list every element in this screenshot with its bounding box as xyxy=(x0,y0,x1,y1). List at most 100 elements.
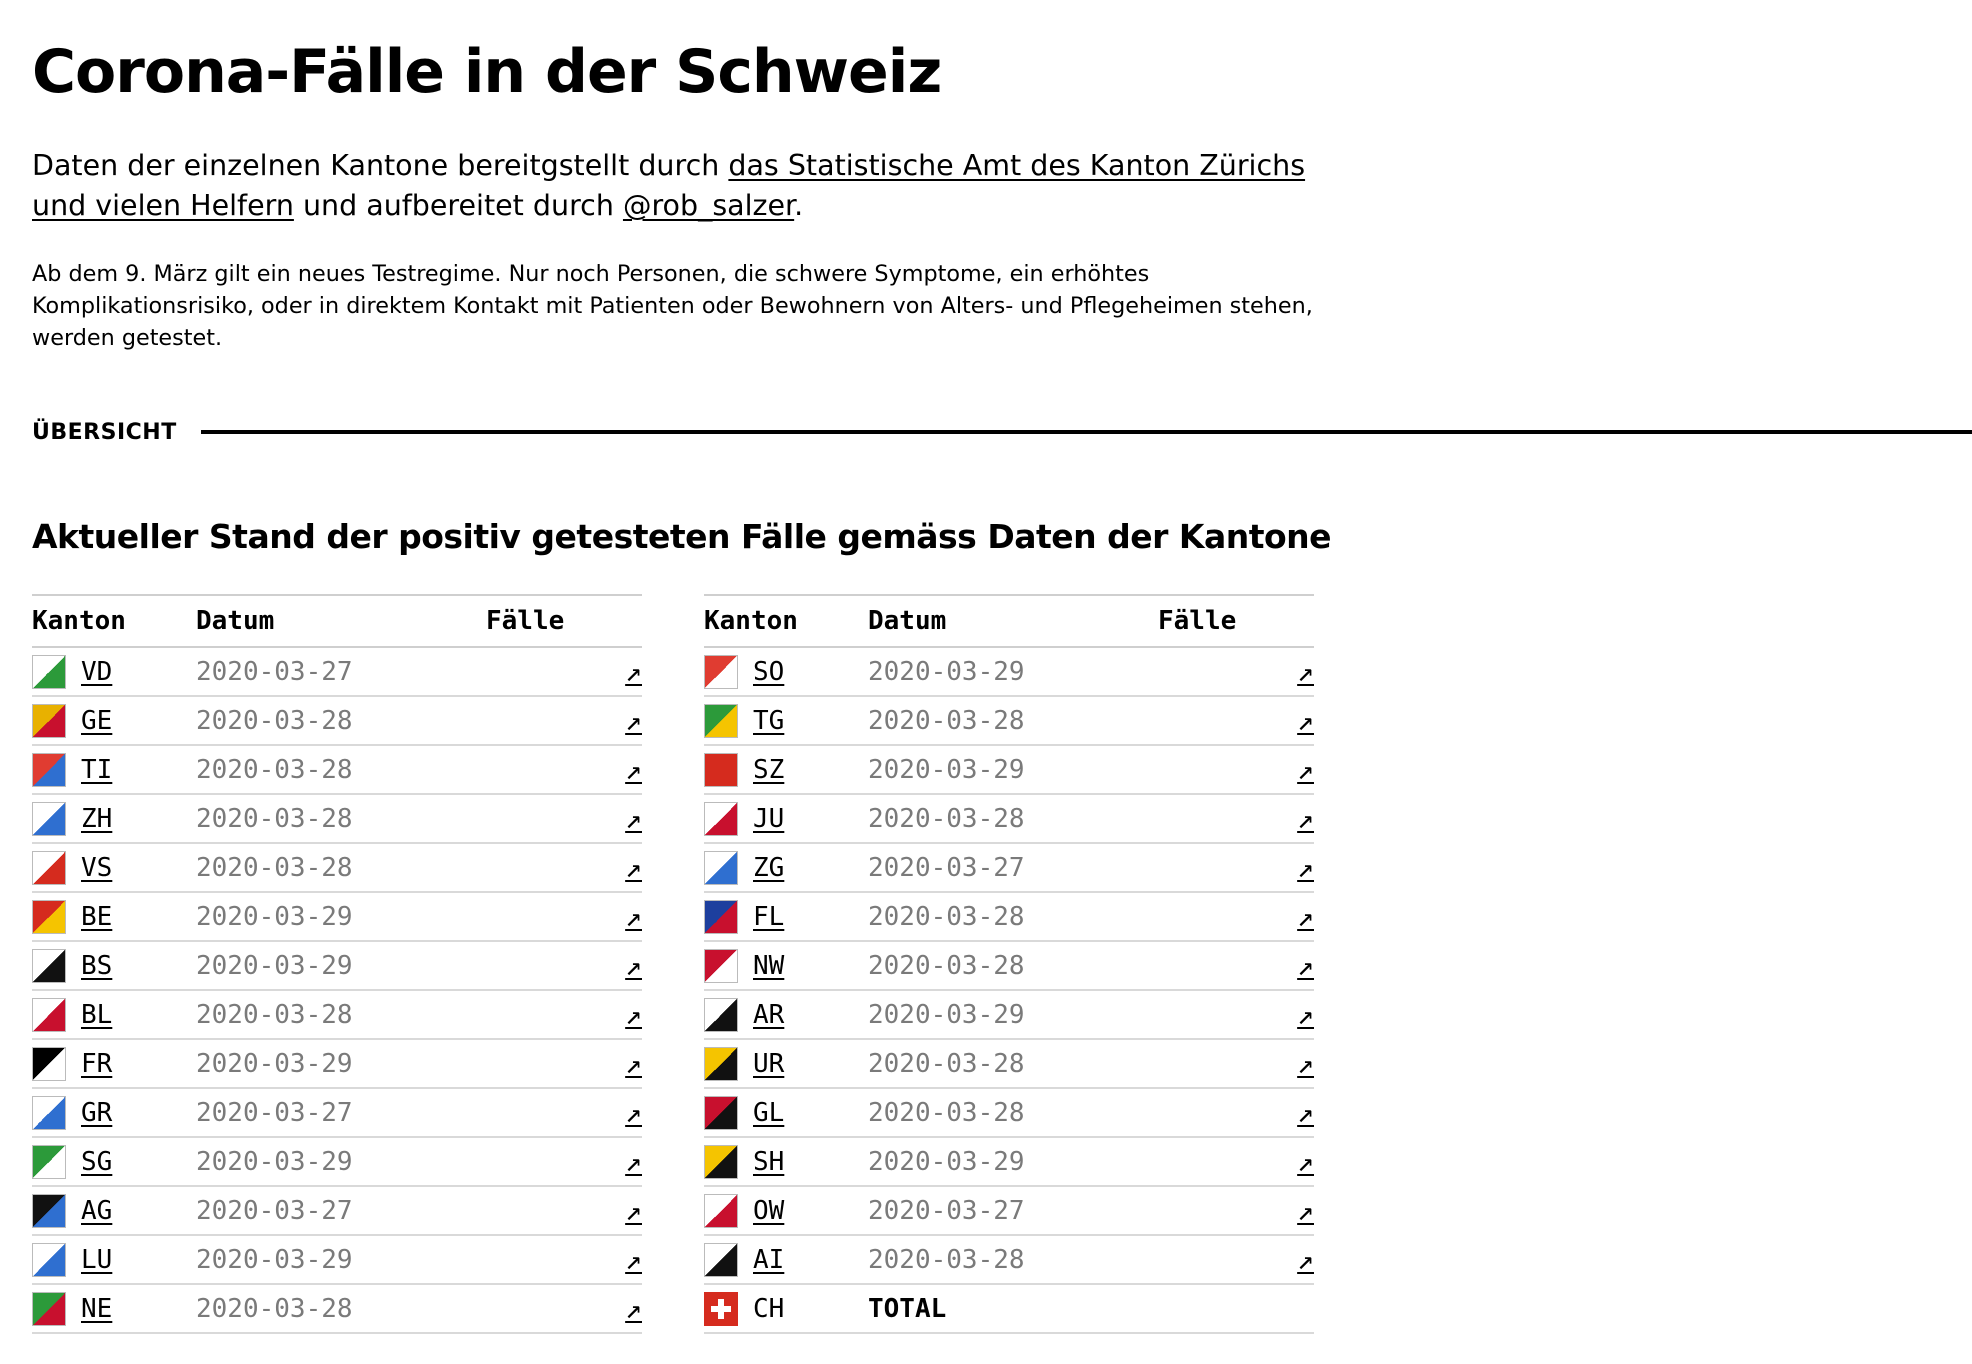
kanton-cell: BL xyxy=(32,997,196,1032)
external-link-icon[interactable]: ↗ xyxy=(625,899,642,933)
external-link-icon[interactable]: ↗ xyxy=(625,1095,642,1129)
external-link-icon[interactable]: ↗ xyxy=(625,1193,642,1227)
datum-cell: 2020-03-28 xyxy=(196,999,353,1030)
table-row: SH 2020-03-29 ↗ xyxy=(704,1138,1314,1187)
kanton-link-zh[interactable]: ZH xyxy=(81,803,113,834)
kanton-code: VD xyxy=(81,657,112,687)
external-link-icon[interactable]: ↗ xyxy=(625,1242,642,1276)
external-link-icon[interactable]: ↗ xyxy=(625,801,642,835)
external-link-icon[interactable]: ↗ xyxy=(1297,703,1314,737)
kanton-link-ar[interactable]: AR xyxy=(753,999,785,1030)
kanton-link-ju[interactable]: JU xyxy=(753,803,785,834)
faelle-cell: ↗ xyxy=(486,899,642,933)
header-datum: Datum xyxy=(196,606,275,636)
external-link-icon[interactable]: ↗ xyxy=(1297,948,1314,982)
kanton-link-ge[interactable]: GE xyxy=(81,705,113,736)
kanton-link-sz[interactable]: SZ xyxy=(753,754,785,785)
table-row: OW 2020-03-27 ↗ xyxy=(704,1187,1314,1236)
external-link-icon[interactable]: ↗ xyxy=(625,948,642,982)
kanton-link-ur[interactable]: UR xyxy=(753,1048,785,1079)
external-link-icon[interactable]: ↗ xyxy=(1297,1193,1314,1227)
kanton-link-bs[interactable]: BS xyxy=(81,950,113,981)
table-row: BS 2020-03-29 ↗ xyxy=(32,942,642,991)
kanton-code: TG xyxy=(753,706,784,736)
kanton-link-gl[interactable]: GL xyxy=(753,1097,785,1128)
table-row: AI 2020-03-28 ↗ xyxy=(704,1236,1314,1285)
table-row: SG 2020-03-29 ↗ xyxy=(32,1138,642,1187)
kanton-link-vd[interactable]: VD xyxy=(81,656,113,687)
kanton-link-so[interactable]: SO xyxy=(753,656,785,687)
external-link-icon[interactable]: ↗ xyxy=(625,1144,642,1178)
table-row: TG 2020-03-28 ↗ xyxy=(704,697,1314,746)
table-row: VS 2020-03-28 ↗ xyxy=(32,844,642,893)
external-link-icon[interactable]: ↗ xyxy=(625,850,642,884)
table-header: Kanton Datum Fälle xyxy=(32,596,642,648)
external-link-icon[interactable]: ↗ xyxy=(625,1291,642,1325)
external-link-icon[interactable]: ↗ xyxy=(1297,1144,1314,1178)
flag-icon-gl xyxy=(704,1095,738,1130)
testing-note: Ab dem 9. März gilt ein neues Testregime… xyxy=(32,261,1313,351)
kanton-code: BS xyxy=(81,951,112,981)
kanton-link-ow[interactable]: OW xyxy=(753,1195,785,1226)
table-row: GE 2020-03-28 ↗ xyxy=(32,697,642,746)
table-row: JU 2020-03-28 ↗ xyxy=(704,795,1314,844)
table-body-left: VD 2020-03-27 ↗ GE 2020-03-28 ↗ TI 2020-03-28 ↗ Z… xyxy=(32,648,642,1334)
external-link-icon[interactable]: ↗ xyxy=(625,703,642,737)
external-link-icon[interactable]: ↗ xyxy=(1297,752,1314,786)
kanton-link-sh[interactable]: SH xyxy=(753,1146,785,1177)
kanton-link-bl[interactable]: BL xyxy=(81,999,113,1030)
kanton-link-ag[interactable]: AG xyxy=(81,1195,113,1226)
kanton-cell: FL xyxy=(704,899,868,934)
statistisches-amt-link[interactable]: das Statistische Amt des Kanton Zürichs … xyxy=(32,149,1306,222)
kanton-code: GR xyxy=(81,1098,112,1128)
external-link-icon[interactable]: ↗ xyxy=(1297,899,1314,933)
kanton-link-zg[interactable]: ZG xyxy=(753,852,785,883)
kanton-link-nw[interactable]: NW xyxy=(753,950,785,981)
kanton-link-lu[interactable]: LU xyxy=(81,1244,113,1275)
kanton-link-vs[interactable]: VS xyxy=(81,852,113,883)
kanton-code: ZG xyxy=(753,853,784,883)
kanton-link-sg[interactable]: SG xyxy=(81,1146,113,1177)
kanton-link-fr[interactable]: FR xyxy=(81,1048,113,1079)
external-link-icon[interactable]: ↗ xyxy=(625,997,642,1031)
kanton-link-ai[interactable]: AI xyxy=(753,1244,785,1275)
flag-icon-ju xyxy=(704,801,738,836)
swiss-cross-icon xyxy=(704,1291,738,1326)
external-link-icon[interactable]: ↗ xyxy=(625,654,642,688)
datum-cell: 2020-03-29 xyxy=(196,1244,353,1275)
faelle-cell: ↗ xyxy=(1158,1144,1314,1178)
external-link-icon[interactable]: ↗ xyxy=(1297,1095,1314,1129)
datum-cell: 2020-03-29 xyxy=(868,656,1025,687)
faelle-cell: ↗ xyxy=(486,948,642,982)
external-link-icon[interactable]: ↗ xyxy=(625,1046,642,1080)
rob-salzer-link[interactable]: @rob_salzer xyxy=(622,189,795,222)
kanton-code: SZ xyxy=(753,755,784,785)
kanton-link-be[interactable]: BE xyxy=(81,901,113,932)
flag-icon-ow xyxy=(704,1193,738,1228)
table-row: AG 2020-03-27 ↗ xyxy=(32,1187,642,1236)
table-row: ZG 2020-03-27 ↗ xyxy=(704,844,1314,893)
kanton-code: FR xyxy=(81,1049,112,1079)
kanton-link-fl[interactable]: FL xyxy=(753,901,785,932)
table-row: BE 2020-03-29 ↗ xyxy=(32,893,642,942)
table-row: LU 2020-03-29 ↗ xyxy=(32,1236,642,1285)
kanton-cell: AG xyxy=(32,1193,196,1228)
external-link-icon[interactable]: ↗ xyxy=(1297,654,1314,688)
external-link-icon[interactable]: ↗ xyxy=(1297,1046,1314,1080)
cases-table-right: Kanton Datum Fälle SO 2020-03-29 ↗ TG 2020-0… xyxy=(704,594,1314,1334)
external-link-icon[interactable]: ↗ xyxy=(625,752,642,786)
kanton-link-ti[interactable]: TI xyxy=(81,754,113,785)
kanton-link-gr[interactable]: GR xyxy=(81,1097,113,1128)
external-link-icon[interactable]: ↗ xyxy=(1297,801,1314,835)
section-label: ÜBERSICHT xyxy=(32,419,177,445)
kanton-link-tg[interactable]: TG xyxy=(753,705,785,736)
kanton-link-ne[interactable]: NE xyxy=(81,1293,113,1324)
external-link-icon[interactable]: ↗ xyxy=(1297,997,1314,1031)
external-link-icon[interactable]: ↗ xyxy=(1297,850,1314,884)
total-code: CH xyxy=(753,1293,785,1324)
page-title: Corona-Fälle in der Schweiz xyxy=(32,37,942,107)
kanton-code: SH xyxy=(753,1147,784,1177)
external-link-icon[interactable]: ↗ xyxy=(1297,1242,1314,1276)
datum-cell: 2020-03-28 xyxy=(196,705,353,736)
kanton-cell: GE xyxy=(32,703,196,738)
